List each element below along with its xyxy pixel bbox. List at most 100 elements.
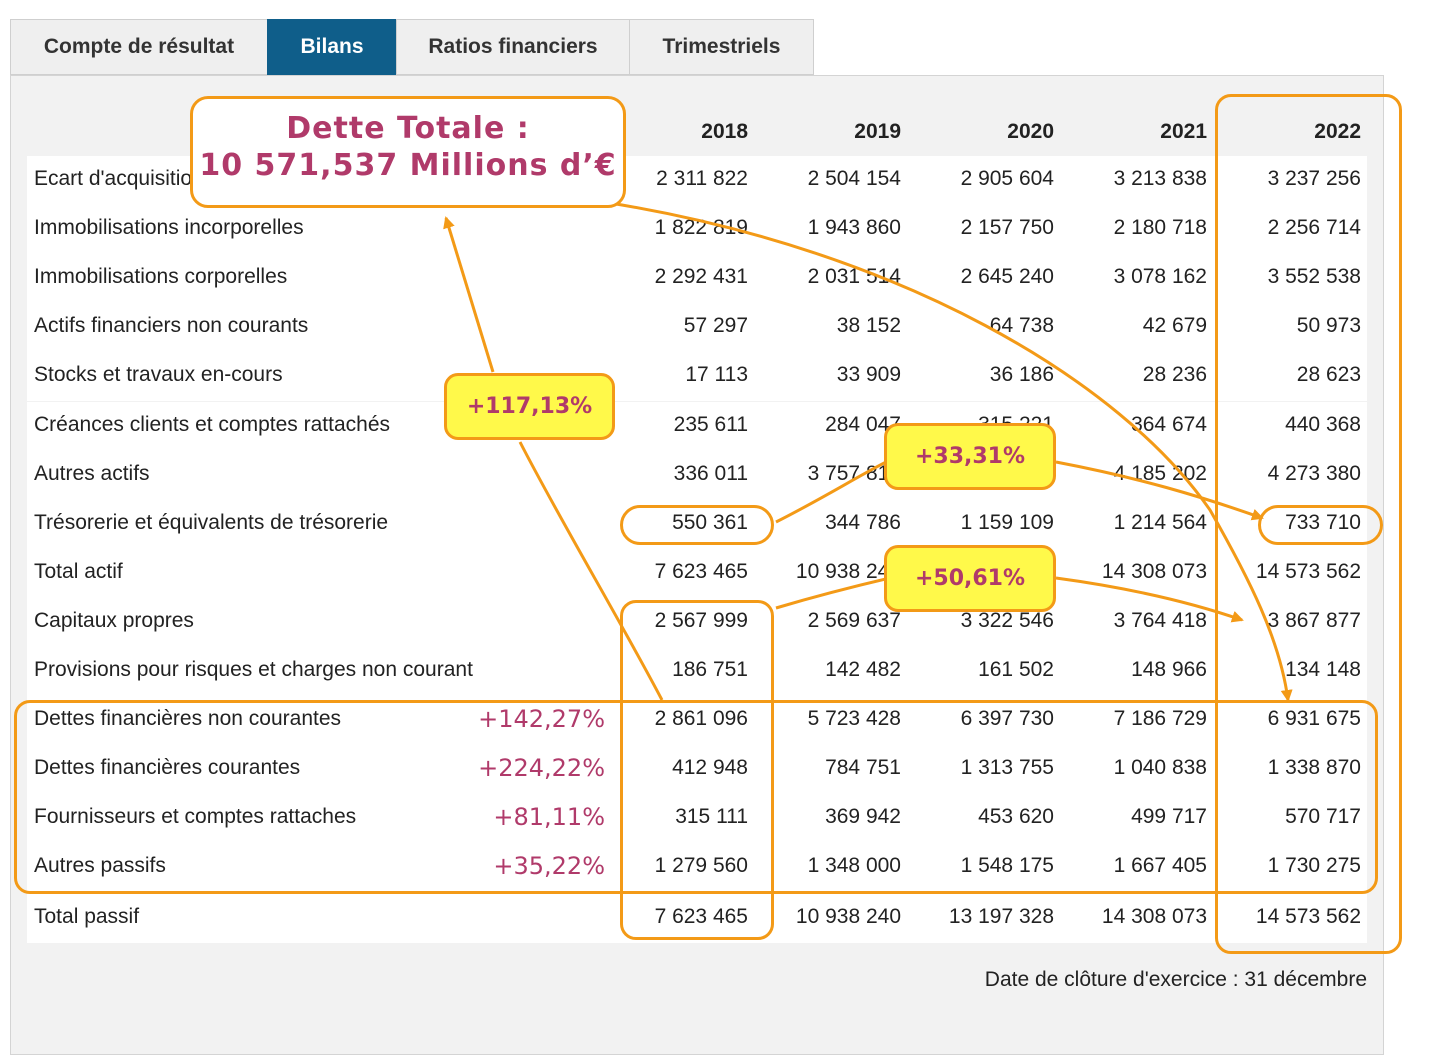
cell-value: 3 213 838: [1113, 167, 1207, 190]
table-row: Dettes financières non courantes +142,27%…: [27, 696, 1367, 746]
cell-value: 440 368: [1285, 412, 1361, 436]
total-debt-callout: Dette Totale : 10 571,537 Millions d’€: [190, 96, 626, 208]
cell-value: 1 214 564: [1113, 510, 1207, 534]
cell-value: 570 717: [1285, 805, 1361, 829]
cell-value: 235 611: [673, 412, 748, 436]
cell-value: 57 297: [683, 314, 748, 338]
column-2018-highlight: [620, 600, 774, 940]
cell-value: 161 502: [978, 658, 1054, 681]
row-label: Créances clients et comptes rattachés: [34, 412, 390, 436]
cell-value: 499 717: [1131, 805, 1207, 829]
cell-value: 28 623: [1296, 363, 1361, 387]
cell-value: 13 197 328: [948, 904, 1054, 928]
cell-value: 2 292 431: [654, 265, 748, 289]
debt-growth-percent: +81,11%: [493, 803, 605, 832]
cash-2018-highlight: [620, 505, 774, 545]
cell-value: 284 047: [825, 412, 901, 436]
cell-value: 2 031 514: [807, 265, 901, 289]
year-header: 2018: [701, 120, 748, 143]
cell-value: 3 867 877: [1267, 608, 1361, 632]
cell-value: 14 573 562: [1255, 904, 1361, 928]
cell-value: 2 861 096: [654, 707, 748, 731]
arrow-equity-2018-to-badge: [775, 576, 891, 610]
cell-value: 344 786: [825, 510, 901, 534]
cell-value: 1 040 838: [1113, 756, 1207, 780]
cell-value: 3 322 546: [960, 608, 1054, 632]
equity-growth-badge: +50,61%: [884, 545, 1056, 612]
cell-value: 142 482: [825, 658, 901, 681]
table-header: 2018 2019 2020 2021 2022: [27, 110, 1367, 156]
cell-value: 2 256 714: [1267, 216, 1361, 240]
cell-value: 33 909: [836, 363, 901, 387]
row-label: Dettes financières non courantes: [34, 707, 342, 731]
cell-value: 1 548 175: [960, 854, 1054, 878]
debt-rows-highlight: [14, 700, 1378, 894]
row-label: Provisions pour risques et charges non c…: [34, 658, 473, 681]
row-label: Autres passifs: [34, 854, 166, 878]
table-row: Autres passifs +35,22% 1 279 560 1 348 000 1…: [27, 843, 1367, 893]
row-label: Dettes financières courantes: [34, 756, 301, 780]
table-row: Total passif 7 623 465 10 938 240 13 197 32…: [27, 893, 1367, 943]
row-label: Immobilisations incorporelles: [34, 216, 304, 240]
cell-value: 36 186: [989, 363, 1054, 387]
row-label: Trésorerie et équivalents de trésorerie: [34, 510, 389, 534]
closing-date-note: Date de clôture d'exercice : 31 décembre: [984, 968, 1367, 991]
cell-value: 6 397 730: [960, 707, 1054, 731]
row-label: Stocks et travaux en-cours: [34, 363, 283, 387]
cell-value: 10 938 240: [795, 559, 901, 583]
table-row: Capitaux propres 2 567 999 2 569 637 3 322 …: [27, 597, 1367, 647]
total-debt-title: Dette Totale :: [286, 111, 530, 146]
cell-value: 412 948: [672, 756, 748, 780]
row-label: Immobilisations corporelles: [34, 265, 288, 289]
tab-ratios-financiers[interactable]: Ratios financiers: [396, 19, 629, 75]
cell-value: 3 237 256: [1267, 167, 1361, 190]
cell-value: 50 973: [1296, 314, 1361, 338]
cell-value: 336 011: [673, 461, 748, 485]
year-header: 2022: [1314, 120, 1361, 143]
cell-value: 1 822 819: [654, 216, 748, 240]
cell-value: 17 113: [685, 363, 748, 387]
cell-value: 64 738: [989, 314, 1054, 338]
cell-value: 148 966: [1131, 658, 1207, 681]
cell-value: 1 667 405: [1113, 854, 1207, 878]
cell-value: 5 723 428: [807, 707, 901, 731]
cell-value: 733 710: [1285, 510, 1361, 534]
row-label: Autres actifs: [34, 461, 150, 485]
arrow-debt-badge-to-title: [443, 216, 495, 373]
cell-value: 364 674: [1131, 412, 1207, 436]
cell-value: 38 152: [836, 314, 901, 338]
cell-value: 14 308 073: [1101, 559, 1207, 583]
cell-value: 4 273 380: [1267, 461, 1361, 485]
cell-value: 1 279 560: [654, 854, 748, 878]
tab-bilans[interactable]: Bilans: [267, 19, 396, 75]
tab-trimestriels[interactable]: Trimestriels: [629, 19, 814, 75]
cell-value: 1 943 860: [807, 216, 901, 240]
row-label: Total actif: [34, 559, 123, 583]
table-row: Immobilisations incorporelles 1 822 819 1 …: [27, 205, 1367, 255]
debt-growth-percent: +35,22%: [493, 852, 605, 881]
arrow-title-to-2022: [609, 201, 1293, 702]
cell-value: 2 905 604: [960, 167, 1054, 190]
cell-value: 14 308 073: [1101, 904, 1207, 928]
row-label: Fournisseurs et comptes rattaches: [34, 805, 357, 829]
year-header: 2020: [1007, 120, 1054, 143]
cell-value: 315 111: [675, 805, 748, 829]
arrow-equity-badge-to-2022: [1055, 576, 1244, 623]
cell-value: 3 552 538: [1267, 265, 1361, 289]
tab-compte-de-resultat[interactable]: Compte de résultat: [10, 19, 267, 75]
year-header: 2021: [1160, 120, 1207, 143]
cell-value: 550 361: [672, 510, 748, 534]
cell-value: 2 567 999: [654, 608, 748, 632]
arrow-cash-2018-to-badge: [775, 458, 891, 524]
cell-value: 2 504 154: [807, 167, 901, 190]
debt-growth-badge: +117,13%: [444, 373, 615, 440]
table-row: Trésorerie et équivalents de trésorerie 5…: [27, 499, 1367, 549]
row-label: Ecart d'acquisition: [34, 167, 204, 190]
cash-2022-highlight: [1258, 505, 1383, 545]
debt-growth-percent: +224,22%: [478, 754, 605, 783]
total-debt-value: 10 571,537 Millions d’€: [199, 148, 617, 183]
row-label: Actifs financiers non courants: [34, 314, 309, 338]
cell-value: 6 931 675: [1267, 707, 1361, 731]
cell-value: 1 338 870: [1267, 756, 1361, 780]
